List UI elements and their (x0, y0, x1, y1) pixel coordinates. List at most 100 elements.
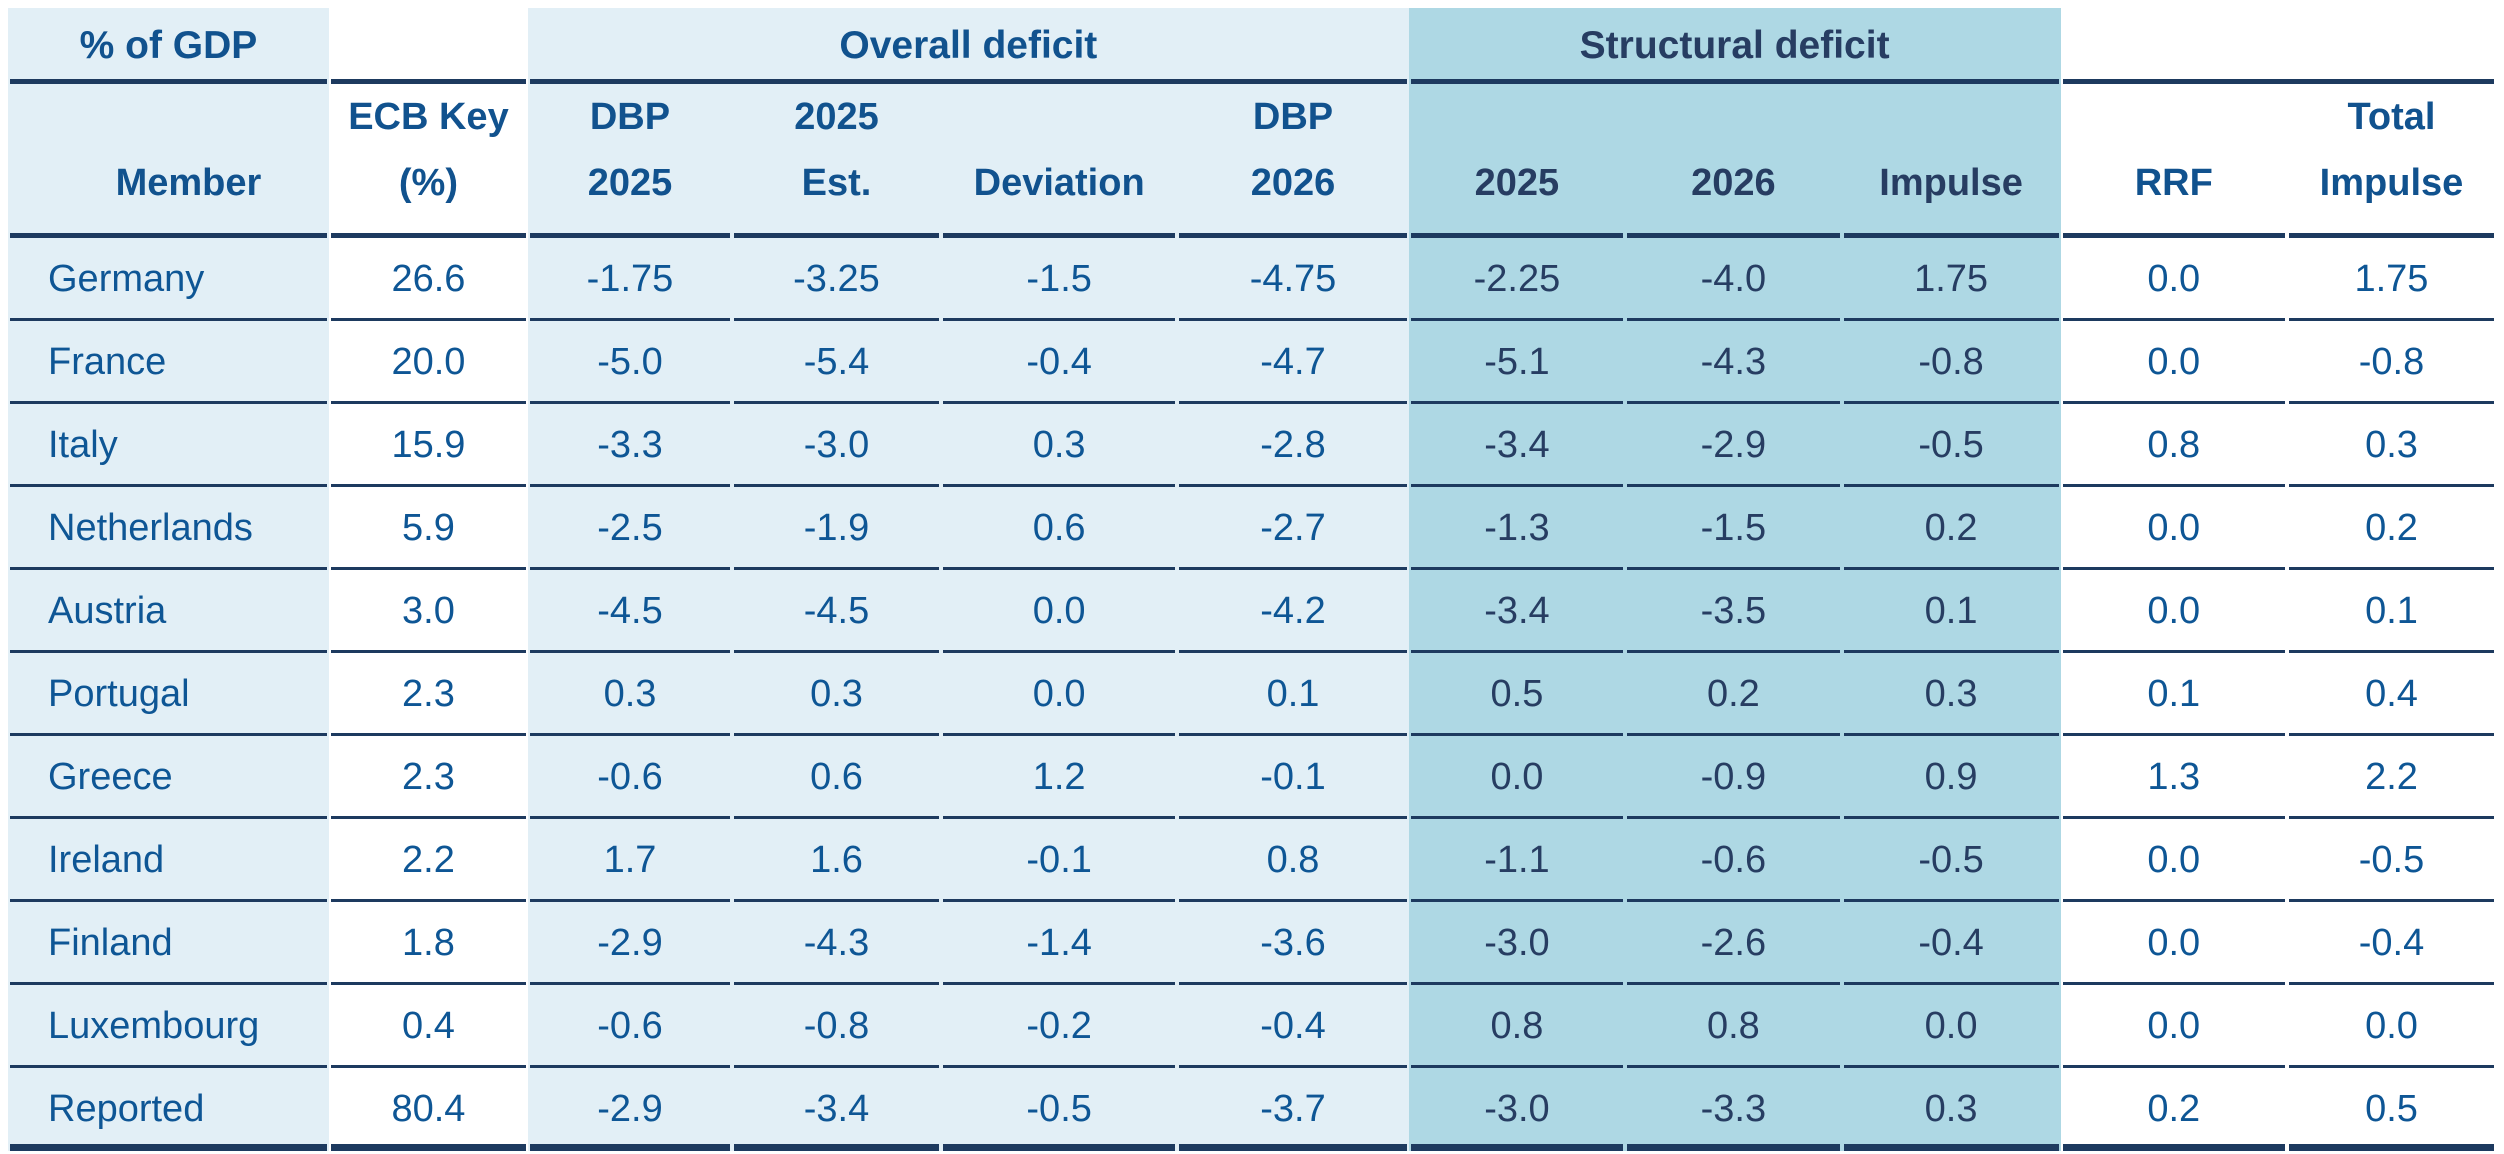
header-line-top: DBP (589, 96, 671, 138)
value-cell: -5.0 (527, 321, 732, 404)
value-cell: -3.3 (527, 404, 732, 487)
table-row: Italy 15.9 -3.3 -3.0 0.3 -2.8 -3.4 -2.9 -0.5 0.8 0… (8, 404, 2496, 487)
value-cell: 0.3 (731, 653, 941, 736)
table-body: Germany 26.6 -1.75 -3.25 -1.5 -4.75 -2.25 -4.0 1… (8, 238, 2496, 1151)
value-cell: -0.4 (1177, 985, 1409, 1068)
value-cell: -5.4 (731, 321, 941, 404)
value-cell: -4.5 (527, 570, 732, 653)
header-line-bottom: 2025 (587, 162, 673, 204)
value-cell: -3.6 (1177, 902, 1409, 985)
value-cell: -0.8 (731, 985, 941, 1068)
table-row: Portugal 2.3 0.3 0.3 0.0 0.1 0.5 0.2 0.3 0.1 0.4 (8, 653, 2496, 736)
header-line-bottom: Deviation (973, 162, 1145, 204)
value-cell: 0.4 (2286, 653, 2496, 736)
column-header-dbp-2026: DBP 2026 (1177, 84, 1409, 238)
value-cell: -0.1 (1177, 736, 1409, 819)
value-cell: -0.8 (2286, 321, 2496, 404)
member-cell: Finland (8, 902, 329, 985)
column-header-impulse: Impulse (1841, 84, 2061, 238)
table-row: Austria 3.0 -4.5 -4.5 0.0 -4.2 -3.4 -3.5 0.1 0.0 0… (8, 570, 2496, 653)
value-cell: -3.3 (1625, 1068, 1842, 1151)
value-cell: -0.5 (940, 1068, 1178, 1151)
value-cell: 0.1 (1177, 653, 1409, 736)
value-cell: 0.5 (2286, 1068, 2496, 1151)
value-cell: -2.9 (527, 1068, 732, 1151)
value-cell: 3.0 (328, 570, 528, 653)
value-cell: -3.0 (1408, 902, 1626, 985)
value-cell: -4.5 (731, 570, 941, 653)
value-cell: 0.6 (731, 736, 941, 819)
value-cell: -1.1 (1408, 819, 1626, 902)
header-line-bottom: RRF (2134, 162, 2213, 204)
value-cell: 0.0 (2060, 985, 2287, 1068)
value-cell: 0.4 (328, 985, 528, 1068)
group-spacer-right (2060, 8, 2496, 84)
header-line-bottom: 2026 (1691, 162, 1776, 204)
value-cell: -0.4 (2286, 902, 2496, 985)
value-cell: 0.8 (1625, 985, 1842, 1068)
header-line-top: ECB Key (348, 96, 509, 138)
corner-units-label: % of GDP (8, 8, 329, 84)
table-row: Ireland 2.2 1.7 1.6 -0.1 0.8 -1.1 -0.6 -0.5 0.0 -0… (8, 819, 2496, 902)
group-spacer-ecb (328, 8, 528, 84)
value-cell: 0.3 (1841, 653, 2061, 736)
value-cell: -4.75 (1177, 238, 1409, 321)
value-cell: 80.4 (328, 1068, 528, 1151)
value-cell: 1.75 (1841, 238, 2061, 321)
value-cell: 0.3 (527, 653, 732, 736)
value-cell: -3.0 (731, 404, 941, 487)
value-cell: 0.2 (2286, 487, 2496, 570)
value-cell: -0.1 (940, 819, 1178, 902)
value-cell: 2.2 (2286, 736, 2496, 819)
value-cell: 1.3 (2060, 736, 2287, 819)
value-cell: 0.3 (940, 404, 1178, 487)
value-cell: 0.0 (1841, 985, 2061, 1068)
column-header-row: Member ECB Key (%) DBP 2025 2025 Est. De… (8, 84, 2496, 238)
member-cell: Ireland (8, 819, 329, 902)
column-header-member: Member (8, 84, 329, 238)
value-cell: 0.0 (1408, 736, 1626, 819)
value-cell: -0.4 (940, 321, 1178, 404)
column-header-total-impulse: Total Impulse (2286, 84, 2496, 238)
header-line-bottom: 2026 (1250, 162, 1336, 204)
value-cell: -5.1 (1408, 321, 1626, 404)
value-cell: -3.7 (1177, 1068, 1409, 1151)
value-cell: 0.3 (1841, 1068, 2061, 1151)
value-cell: -2.6 (1625, 902, 1842, 985)
column-header-deviation: Deviation (940, 84, 1178, 238)
value-cell: -3.4 (1408, 570, 1626, 653)
value-cell: -3.25 (731, 238, 941, 321)
member-cell: Portugal (8, 653, 329, 736)
value-cell: -3.5 (1625, 570, 1842, 653)
member-cell: Italy (8, 404, 329, 487)
value-cell: 0.0 (2060, 238, 2287, 321)
value-cell: 0.9 (1841, 736, 2061, 819)
table-row: Reported 80.4 -2.9 -3.4 -0.5 -3.7 -3.0 -3.3 0.3 0… (8, 1068, 2496, 1151)
group-header-row: % of GDP Overall deficit Structural defi… (8, 8, 2496, 84)
value-cell: -0.4 (1841, 902, 2061, 985)
value-cell: 0.0 (2286, 985, 2496, 1068)
value-cell: -0.5 (1841, 404, 2061, 487)
header-line-top: 2025 (794, 96, 879, 138)
header-line-top: Total (2347, 96, 2436, 138)
value-cell: -1.75 (527, 238, 732, 321)
header-line-bottom: 2025 (1474, 162, 1560, 204)
value-cell: -0.8 (1841, 321, 2061, 404)
value-cell: -1.5 (940, 238, 1178, 321)
value-cell: -1.9 (731, 487, 941, 570)
value-cell: -0.6 (1625, 819, 1842, 902)
value-cell: 1.7 (527, 819, 732, 902)
value-cell: -2.7 (1177, 487, 1409, 570)
value-cell: 2.3 (328, 736, 528, 819)
member-cell: Austria (8, 570, 329, 653)
table-row: Greece 2.3 -0.6 0.6 1.2 -0.1 0.0 -0.9 0.9 1.3 2.2 (8, 736, 2496, 819)
value-cell: 0.0 (940, 570, 1178, 653)
value-cell: 1.6 (731, 819, 941, 902)
fiscal-deficit-table: % of GDP Overall deficit Structural defi… (8, 8, 2496, 1151)
value-cell: -2.25 (1408, 238, 1626, 321)
value-cell: 0.0 (2060, 902, 2287, 985)
value-cell: -4.2 (1177, 570, 1409, 653)
value-cell: 0.0 (2060, 570, 2287, 653)
value-cell: -0.5 (2286, 819, 2496, 902)
header-line-bottom: Impulse (1879, 162, 2023, 204)
